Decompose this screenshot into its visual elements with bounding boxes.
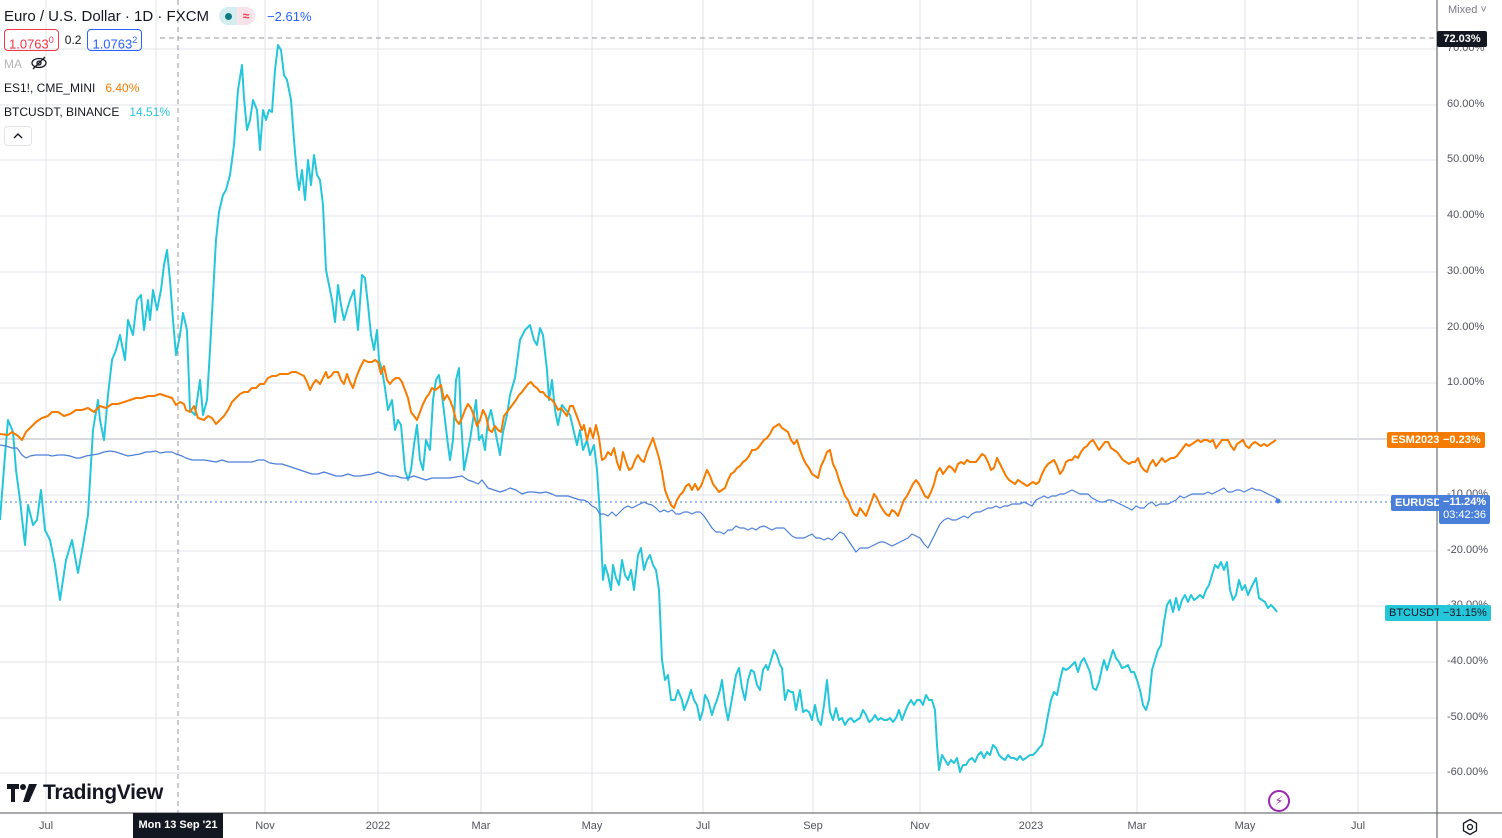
bar-countdown: 03:42:36 — [1443, 509, 1486, 521]
market-status-pill[interactable]: ≈ — [219, 7, 256, 25]
horizontal-gridlines — [0, 48, 1437, 774]
x-axis-label: 2022 — [365, 820, 391, 832]
y-axis-label: -20.00% — [1447, 544, 1488, 556]
y-axis-label: -60.00% — [1447, 766, 1488, 778]
indicator-ma-row[interactable]: MA — [4, 52, 312, 76]
chevron-up-icon — [13, 133, 23, 139]
x-axis-label: 2023 — [1018, 820, 1044, 832]
x-axis-label: Mar — [1127, 820, 1147, 832]
trade-row: 1.07630 0.2 1.07632 — [4, 28, 312, 52]
vertical-gridlines — [45, 0, 1359, 813]
market-open-icon — [224, 12, 232, 20]
y-axis-label: 20.00% — [1447, 321, 1485, 333]
crosshair-price-label: 72.03% — [1437, 31, 1487, 47]
tradingview-logo[interactable]: TradingView — [7, 781, 163, 805]
crosshair-date-label: Mon 13 Sep '21 — [133, 813, 223, 838]
chart-legend: Euro / U.S. Dollar · 1D · FXCM ≈ −2.61% … — [4, 4, 312, 146]
spread-value: 0.2 — [64, 33, 82, 47]
btcusdt-name-tag: BTCUSDT — [1385, 605, 1445, 621]
btcusdt-line — [0, 44, 1278, 773]
compare-symbol-value: 6.40% — [105, 81, 140, 95]
btcusdt-value-tag: −31.15% — [1439, 605, 1491, 621]
y-axis-label: 30.00% — [1447, 265, 1485, 277]
y-axis-label: -50.00% — [1447, 711, 1488, 723]
esm2023-value-tag: −0.23% — [1439, 432, 1485, 448]
compare-symbol-value: 14.51% — [129, 105, 171, 119]
x-axis-label: Mar — [471, 820, 491, 832]
buy-button[interactable]: 1.07632 — [87, 29, 143, 51]
x-axis-label: Jul — [695, 820, 711, 832]
eurusd-last-point — [1275, 498, 1281, 504]
eurusd-value: −11.24% — [1443, 496, 1487, 508]
y-axis-label: 60.00% — [1447, 98, 1485, 110]
tradingview-logo-text: TradingView — [43, 781, 164, 804]
tradingview-logo-icon — [7, 784, 37, 802]
eurusd-name-tag: EURUSD — [1391, 495, 1446, 511]
chart-settings-button[interactable] — [1461, 818, 1479, 836]
x-axis-label: Nov — [910, 820, 930, 832]
symbol-title[interactable]: Euro / U.S. Dollar · 1D · FXCM — [4, 7, 210, 25]
eye-crossed-icon[interactable] — [30, 56, 48, 73]
symbol-header: Euro / U.S. Dollar · 1D · FXCM ≈ −2.61% — [4, 4, 312, 28]
gear-icon — [1462, 818, 1478, 836]
sell-button[interactable]: 1.07630 — [4, 29, 59, 51]
x-axis-label: Jul — [1350, 820, 1366, 832]
lightning-event-icon[interactable]: ⚡ — [1268, 790, 1290, 812]
collapse-legend-button[interactable] — [4, 126, 32, 146]
scale-mode-dropdown[interactable]: Mixed ˅ — [1448, 4, 1487, 16]
y-axis-label: 40.00% — [1447, 209, 1485, 221]
y-axis-label: -40.00% — [1447, 655, 1488, 667]
esm2023-name-tag: ESM2023 — [1387, 432, 1444, 448]
esm2023-line — [0, 359, 1277, 517]
x-axis-label: May — [581, 820, 603, 832]
compare-symbol-btcusdt[interactable]: BTCUSDT, BINANCE 14.51% — [4, 100, 312, 124]
compare-symbol-label: BTCUSDT, BINANCE — [4, 105, 120, 119]
ma-indicator-label[interactable]: MA — [4, 57, 22, 71]
x-axis-label: Sep — [803, 820, 823, 832]
data-delay-icon: ≈ — [237, 7, 256, 25]
eurusd-line — [0, 444, 1279, 553]
x-axis-label: Jul — [38, 820, 54, 832]
x-axis-label: May — [1234, 820, 1256, 832]
x-axis-label: Nov — [255, 820, 275, 832]
y-axis-label: 10.00% — [1447, 376, 1485, 388]
y-axis-label: 50.00% — [1447, 153, 1485, 165]
compare-symbol-es1[interactable]: ES1!, CME_MINI 6.40% — [4, 76, 312, 100]
eurusd-value-tag: −11.24% 03:42:36 — [1439, 495, 1491, 524]
symbol-change-percent: −2.61% — [267, 8, 312, 24]
compare-symbol-label: ES1!, CME_MINI — [4, 81, 96, 95]
